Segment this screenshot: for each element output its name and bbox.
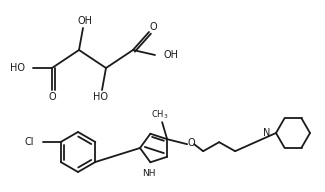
Text: Cl: Cl: [24, 137, 34, 147]
Text: HO: HO: [10, 63, 25, 73]
Text: OH: OH: [77, 16, 93, 26]
Text: NH: NH: [143, 169, 156, 178]
Text: CH$_3$: CH$_3$: [151, 109, 169, 121]
Text: O: O: [187, 138, 195, 148]
Text: HO: HO: [93, 92, 108, 102]
Text: O: O: [48, 92, 56, 102]
Text: N: N: [263, 128, 270, 138]
Text: OH: OH: [163, 50, 178, 60]
Text: O: O: [149, 22, 157, 32]
